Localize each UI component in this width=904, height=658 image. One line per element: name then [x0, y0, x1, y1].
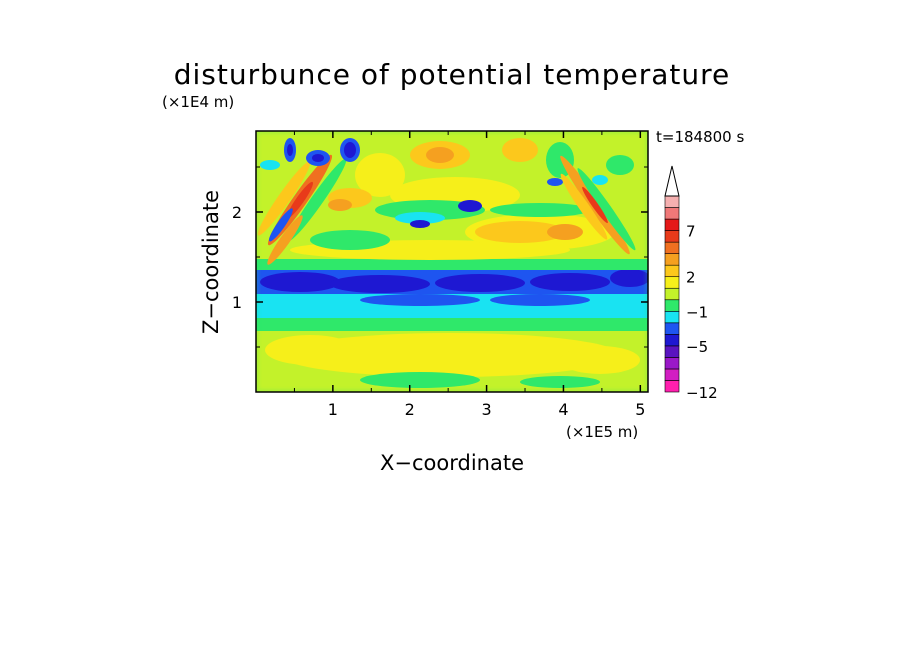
plot-frame [255, 130, 649, 393]
x-tick-label: 1 [328, 400, 338, 419]
colorbar: −12−5−127 [664, 165, 718, 402]
darkblue-blob [330, 275, 430, 293]
colorbar-swatch [664, 195, 680, 208]
upper-blue-streak [458, 200, 482, 212]
colorbar-tick-label: −1 [686, 303, 708, 321]
upper-left-cell [287, 144, 293, 156]
colorbar-swatch [664, 345, 680, 358]
wave-crest [286, 181, 314, 219]
y-axis-unit: (×1E4 m) [162, 93, 234, 111]
right-cyan-cell [592, 175, 608, 185]
y-axis-ticks: 12 [232, 166, 648, 348]
upper-blue-streak [547, 178, 563, 186]
y-axis-label: Z−coordinate [199, 190, 223, 334]
green-band [256, 258, 648, 270]
colorbar-swatch [664, 253, 680, 266]
x-tick-label: 2 [405, 400, 415, 419]
lower-yellow-blob [560, 346, 640, 374]
blue-patch [360, 294, 480, 306]
colorbar-swatch [664, 276, 680, 289]
upper-orange-blob [547, 224, 583, 240]
lower-yellow-blob [280, 333, 620, 377]
darkblue-blob [435, 274, 525, 292]
wave-crest [267, 215, 303, 265]
colorbar-swatch [664, 334, 680, 347]
lower-yellow-blob [265, 335, 355, 365]
chart-title: disturbunce of potential temperature [174, 58, 731, 91]
upper-left-cell [260, 160, 280, 170]
upper-blue-streak [410, 220, 430, 228]
upper-orange-blob [426, 147, 454, 163]
x-axis-unit: (×1E5 m) [566, 423, 638, 441]
colorbar-swatch [664, 357, 680, 370]
colorbar-swatch [664, 322, 680, 335]
colorbar-tick-label: −5 [686, 338, 708, 356]
x-tick-label: 4 [558, 400, 568, 419]
upper-green-streak [490, 203, 590, 217]
colorbar-tick-label: −12 [686, 384, 718, 402]
colorbar-tick-label: 2 [686, 269, 696, 287]
colorbar-swatch [664, 380, 680, 393]
wave-crest [257, 161, 311, 236]
wave-crest [560, 173, 608, 240]
x-tick-label: 3 [481, 400, 491, 419]
colorbar-swatch [664, 218, 680, 231]
lower-green-patch [360, 372, 480, 388]
upper-orange-blob [475, 221, 565, 243]
colorbar-swatch [664, 264, 680, 278]
colorbar-swatch [664, 207, 680, 220]
colorbar-arrow [664, 165, 680, 197]
upper-left-cell [312, 154, 324, 162]
upper-orange-blob [502, 138, 538, 162]
x-axis-label: X−coordinate [380, 451, 524, 475]
wave-crest [582, 186, 608, 224]
upper-green-streak [310, 230, 390, 250]
colorbar-swatch [664, 299, 680, 312]
colorbar-swatch [664, 230, 680, 243]
darkblue-blob [260, 272, 340, 292]
darkblue-blob [610, 269, 648, 287]
right-green-cell [606, 155, 634, 175]
y-tick-label: 2 [232, 203, 242, 222]
colorbar-tick-label: 7 [686, 223, 696, 241]
upper-orange-blob [328, 199, 352, 211]
darkblue-blob [530, 273, 610, 291]
colorbar-swatch [664, 368, 680, 381]
upper-yellow-blob [355, 153, 405, 197]
wave-trough [268, 208, 293, 242]
wave-trough [577, 168, 636, 251]
green-band [256, 317, 648, 331]
x-axis-ticks: 1 2 3 4 5 [293, 131, 645, 419]
right-wave-packet [560, 155, 636, 255]
colorbar-swatch [664, 241, 680, 254]
time-label: t=184800 s [656, 128, 744, 146]
upper-cyan-streak [395, 212, 445, 224]
colorbar-swatch [664, 310, 680, 324]
left-wave-packet [267, 208, 303, 265]
y-tick-label: 1 [232, 293, 242, 312]
wave-trough [288, 158, 347, 241]
blue-patch [490, 294, 590, 306]
lower-green-patch [520, 376, 600, 388]
x-tick-label: 5 [635, 400, 645, 419]
colorbar-swatch [664, 287, 680, 301]
heatmap-field [256, 131, 648, 392]
upper-left-cell [344, 142, 356, 158]
